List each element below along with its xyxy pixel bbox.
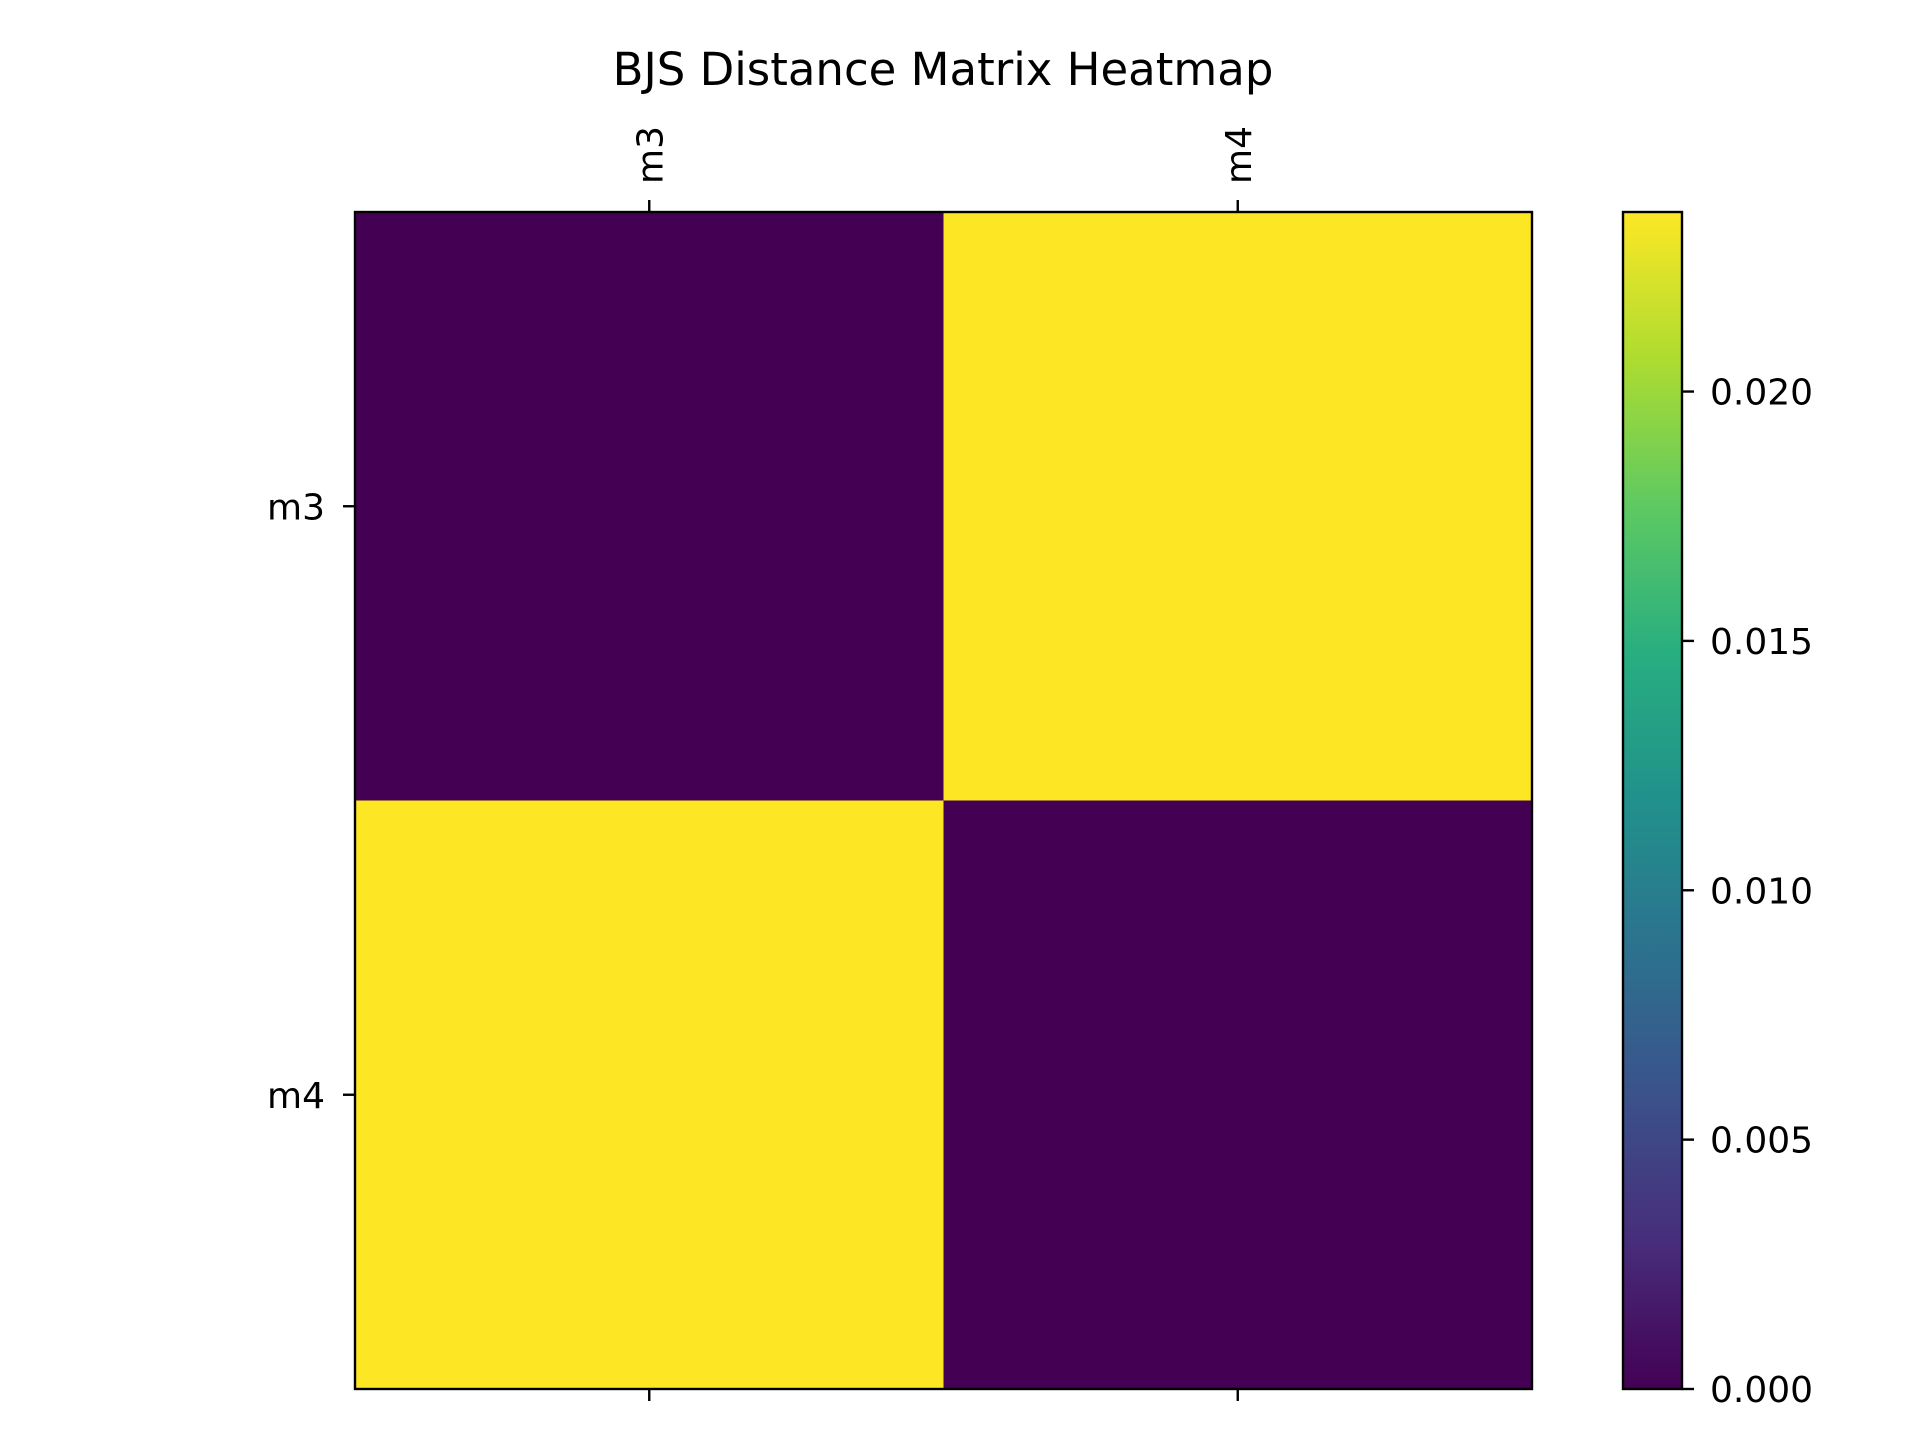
heatmap-cell-m3-m3 [355,212,944,801]
y-tick-label-m3: m3 [267,487,325,528]
colorbar-ticks: 0.000 0.005 0.010 0.015 0.020 [1682,373,1813,1411]
x-axis-ticks: m3 m4 [630,126,1260,1401]
x-tick-label-m4: m4 [1219,126,1260,184]
colorbar-tick-label: 0.020 [1710,373,1813,414]
heatmap-cell-m4-m4 [943,800,1533,1390]
colorbar-tick-label: 0.005 [1710,1121,1813,1162]
heatmap-cells [355,212,1533,1390]
colorbar-frame [1621,210,1684,1391]
heatmap-cell-m4-m3 [355,800,944,1390]
colorbar-tick-label: 0.015 [1710,622,1813,663]
heatmap-cell-m3-m4 [943,212,1533,801]
chart-title: BJS Distance Matrix Heatmap [613,43,1274,96]
colorbar-tick-label: 0.010 [1710,871,1813,912]
y-axis-ticks: m3 m4 [267,487,355,1117]
x-tick-label-m3: m3 [630,126,671,184]
heatmap-frame [353,210,1534,1391]
y-tick-label-m4: m4 [267,1076,325,1117]
colorbar-tick-label: 0.000 [1710,1370,1813,1411]
colorbar-gradient [1623,212,1682,1389]
